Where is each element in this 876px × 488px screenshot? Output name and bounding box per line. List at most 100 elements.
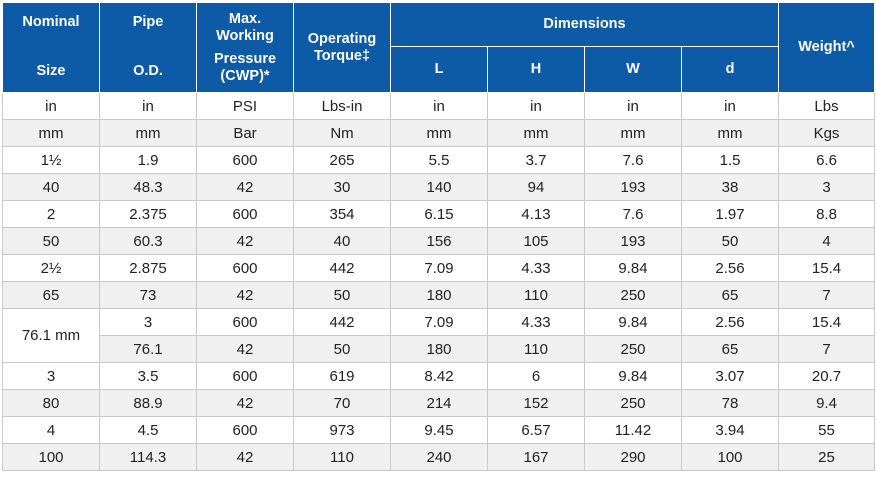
table-cell: 80 [2,389,100,417]
pipe-dimensions-table: Nominal Size Pipe O.D. Max. Working Pressu… [2,2,875,471]
table-cell: 3 [778,173,875,201]
header-max: Max. [228,10,262,27]
table-cell: 88.9 [99,389,197,417]
table-cell: 600 [196,416,294,444]
table-row: in in PSI Lbs-in in in in in Lbs [2,92,875,120]
table-cell: 290 [584,443,682,471]
table-cell: 38 [681,173,779,201]
table-cell: in [2,92,100,120]
table-row: 100 114.3 42 110 240 167 290 100 25 [2,443,875,471]
header-l: L [390,46,488,93]
table-cell: 94 [487,173,585,201]
header-operating: Operating [307,30,377,47]
table-cell: 1½ [2,146,100,174]
table-cell: 973 [293,416,391,444]
table-cell: 2.375 [99,200,197,228]
table-cell: 600 [196,362,294,390]
table-cell: 250 [584,335,682,363]
table-row: mm mm Bar Nm mm mm mm mm Kgs [2,119,875,147]
table-cell: 7.6 [584,200,682,228]
table-cell: 265 [293,146,391,174]
header-cwp: (CWP)* [220,67,270,84]
table-cell: 600 [196,308,294,336]
table-row: 40 48.3 42 30 140 94 193 38 3 [2,173,875,201]
table-row: 50 60.3 42 40 156 105 193 50 4 [2,227,875,255]
table-cell: mm [487,119,585,147]
table-cell: 42 [196,335,294,363]
header-pipe: Pipe [132,13,164,30]
table-cell: 6 [487,362,585,390]
table-cell: 9.45 [390,416,488,444]
table-cell: mm [99,119,197,147]
table-cell: Nm [293,119,391,147]
table-row: 80 88.9 42 70 214 152 250 78 9.4 [2,389,875,417]
table-cell: 2.56 [681,254,779,282]
table-cell: 15.4 [778,308,875,336]
table-cell: 55 [778,416,875,444]
table-cell: 65 [2,281,100,309]
table-cell: 9.84 [584,254,682,282]
table-cell: 8.42 [390,362,488,390]
table-cell: in [681,92,779,120]
table-row: 3 3.5 600 619 8.42 6 9.84 3.07 20.7 [2,362,875,390]
table-cell: 9.84 [584,362,682,390]
header-weight: Weight^ [778,2,875,93]
table-cell: 4.5 [99,416,197,444]
table-cell: 7 [778,335,875,363]
table-cell: 42 [196,281,294,309]
table-cell: in [584,92,682,120]
table-cell: 180 [390,335,488,363]
table-cell: 442 [293,254,391,282]
table-cell: in [390,92,488,120]
table-cell: 78 [681,389,779,417]
table-cell: 100 [2,443,100,471]
table-row: 1½ 1.9 600 265 5.5 3.7 7.6 1.5 6.6 [2,146,875,174]
table-cell: 8.8 [778,200,875,228]
table-cell: 48.3 [99,173,197,201]
table-cell: 50 [293,335,391,363]
table-cell: 3 [2,362,100,390]
table-cell: 2 [2,200,100,228]
header-w: W [584,46,682,93]
table-cell: 240 [390,443,488,471]
table-cell: 4 [778,227,875,255]
table-cell: 9.84 [584,308,682,336]
table-cell: 7.09 [390,254,488,282]
table-cell: 42 [196,443,294,471]
header-nominal: Nominal [22,13,80,30]
header-pipe-od: Pipe O.D. [99,2,197,93]
table-cell: 73 [99,281,197,309]
table-cell: 110 [487,335,585,363]
table-cell: Lbs [778,92,875,120]
table-cell: Lbs-in [293,92,391,120]
table-cell: 354 [293,200,391,228]
header-size: Size [36,62,66,79]
table-cell: 1.5 [681,146,779,174]
table-row: 2 2.375 600 354 6.15 4.13 7.6 1.97 8.8 [2,200,875,228]
table-cell: 193 [584,173,682,201]
table-cell: 65 [681,281,779,309]
table-cell: Kgs [778,119,875,147]
table-cell: 110 [487,281,585,309]
table-row: 2½ 2.875 600 442 7.09 4.33 9.84 2.56 15.4 [2,254,875,282]
table-cell: mm [584,119,682,147]
table-cell: 4.33 [487,308,585,336]
table-cell: 3.5 [99,362,197,390]
table-cell: 2½ [2,254,100,282]
header-working: Working [216,27,274,44]
table-row: 4 4.5 600 973 9.45 6.57 11.42 3.94 55 [2,416,875,444]
header-od: O.D. [133,62,163,79]
table-cell: 3.94 [681,416,779,444]
table-cell: 65 [681,335,779,363]
table-cell: mm [681,119,779,147]
table-cell: PSI [196,92,294,120]
table-cell: 7 [778,281,875,309]
table-cell: 600 [196,254,294,282]
table-cell: 1.97 [681,200,779,228]
table-cell: 600 [196,200,294,228]
table-cell: 214 [390,389,488,417]
table-cell: 9.4 [778,389,875,417]
table-cell: 180 [390,281,488,309]
table-cell: 2.875 [99,254,197,282]
table-cell: 600 [196,146,294,174]
